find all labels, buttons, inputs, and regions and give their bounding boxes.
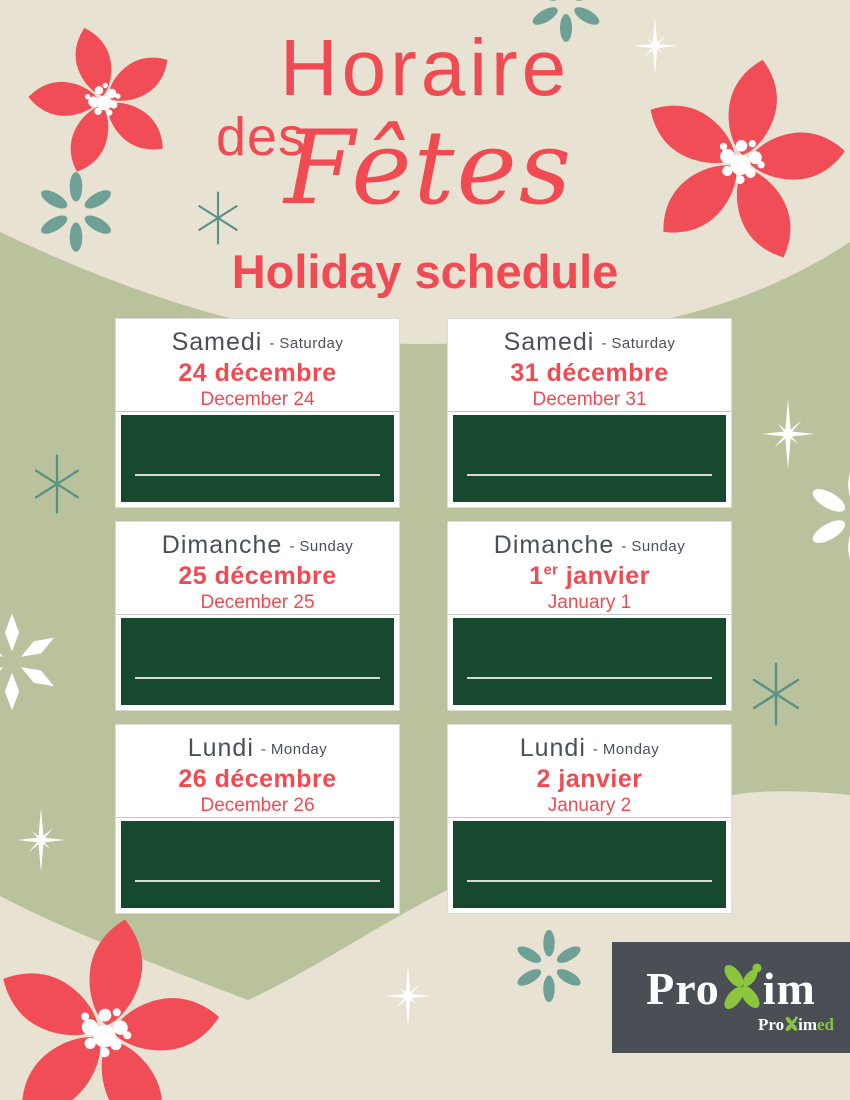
day-english: Monday [602, 741, 660, 758]
date-french: 1er janvier [529, 562, 650, 590]
schedule-card-grid: Samedi - Saturday 24 décembre December 24 … [115, 318, 732, 914]
writein-underline [467, 677, 712, 679]
day-french: Dimanche [493, 531, 615, 559]
day-separator: - [269, 335, 276, 352]
hours-writein-box [453, 414, 726, 502]
proxim-x-leaf-icon [724, 963, 762, 1009]
proxim-wordmark: Pro im [646, 962, 816, 1015]
day-separator: - [260, 741, 267, 758]
writein-underline [135, 474, 380, 476]
sublogo-text-im: im [798, 1015, 817, 1034]
sparkle-icon [385, 965, 431, 1027]
day-separator: - [601, 335, 608, 352]
header-divider [448, 817, 731, 818]
schedule-card-jan1: Dimanche - Sunday 1er janvier January 1 [447, 521, 732, 711]
day-french: Lundi [187, 734, 254, 762]
day-french: Lundi [519, 734, 586, 762]
date-french: 2 janvier [536, 765, 643, 793]
writein-underline [135, 677, 380, 679]
header-divider [116, 411, 399, 412]
proximed-x-leaf-icon [785, 1016, 798, 1032]
title-word-des: des [216, 107, 307, 167]
title-word-fetes: Fêtes [284, 109, 574, 228]
card-header: Samedi - Saturday 24 décembre December 24 [116, 319, 399, 411]
hours-writein-box [453, 617, 726, 705]
date-english: December 26 [200, 795, 315, 816]
schedule-card-dec31: Samedi - Saturday 31 décembre December 31 [447, 318, 732, 508]
card-header: Dimanche - Sunday 1er janvier January 1 [448, 522, 731, 614]
day-separator: - [289, 538, 296, 555]
day-label: Dimanche - Sunday [448, 531, 731, 560]
sublogo-text-pro: Pro [757, 1015, 785, 1034]
day-english: Saturday [279, 335, 344, 352]
schedule-card-jan2: Lundi - Monday 2 janvier January 2 [447, 724, 732, 914]
logo-text-pro: Pro [646, 963, 720, 1014]
day-label: Dimanche - Sunday [116, 531, 399, 560]
date-french: 25 décembre [178, 562, 337, 590]
date-english: December 24 [200, 389, 315, 410]
header-divider [448, 614, 731, 615]
date-french: 31 décembre [510, 359, 669, 387]
day-english: Saturday [611, 335, 676, 352]
date-english: December 31 [532, 389, 647, 410]
day-french: Samedi [171, 328, 263, 356]
day-french: Samedi [503, 328, 595, 356]
writein-underline [467, 880, 712, 882]
proximed-wordmark: Pro im ed [758, 1015, 834, 1035]
writein-underline [467, 474, 712, 476]
day-label: Samedi - Saturday [116, 328, 399, 357]
day-separator: - [592, 741, 599, 758]
day-separator: - [621, 538, 628, 555]
leaf-snowflake-icon [515, 930, 583, 1002]
date-french: 24 décembre [178, 359, 337, 387]
schedule-card-dec26: Lundi - Monday 26 décembre December 26 [115, 724, 400, 914]
proxim-logo-panel: Pro im Pro im ed [612, 942, 850, 1053]
star-icon [198, 191, 238, 245]
date-english: January 1 [547, 592, 632, 613]
card-header: Lundi - Monday 26 décembre December 26 [116, 725, 399, 817]
date-english: December 25 [200, 592, 315, 613]
day-label: Lundi - Monday [448, 734, 731, 763]
day-english: Monday [270, 741, 328, 758]
hours-writein-box [453, 820, 726, 908]
header-divider [448, 411, 731, 412]
day-label: Lundi - Monday [116, 734, 399, 763]
card-header: Samedi - Saturday 31 décembre December 31 [448, 319, 731, 411]
date-french: 26 décembre [178, 765, 337, 793]
card-header: Lundi - Monday 2 janvier January 2 [448, 725, 731, 817]
day-label: Samedi - Saturday [448, 328, 731, 357]
hours-writein-box [121, 820, 394, 908]
header-divider [116, 614, 399, 615]
writein-underline [135, 880, 380, 882]
date-english: January 2 [547, 795, 632, 816]
day-french: Dimanche [161, 531, 283, 559]
title-word-horaire: Horaire [279, 23, 571, 112]
logo-text-im: im [762, 963, 816, 1014]
hours-writein-box [121, 617, 394, 705]
day-english: Sunday [299, 538, 354, 555]
schedule-card-dec25: Dimanche - Sunday 25 décembre December 25 [115, 521, 400, 711]
leaf-snowflake-icon [38, 172, 113, 252]
hours-writein-box [121, 414, 394, 502]
sublogo-text-ed: ed [817, 1015, 834, 1034]
header-divider [116, 817, 399, 818]
title-english-subtitle: Holiday schedule [231, 245, 619, 298]
day-english: Sunday [631, 538, 686, 555]
card-header: Dimanche - Sunday 25 décembre December 25 [116, 522, 399, 614]
schedule-card-dec24: Samedi - Saturday 24 décembre December 24 [115, 318, 400, 508]
